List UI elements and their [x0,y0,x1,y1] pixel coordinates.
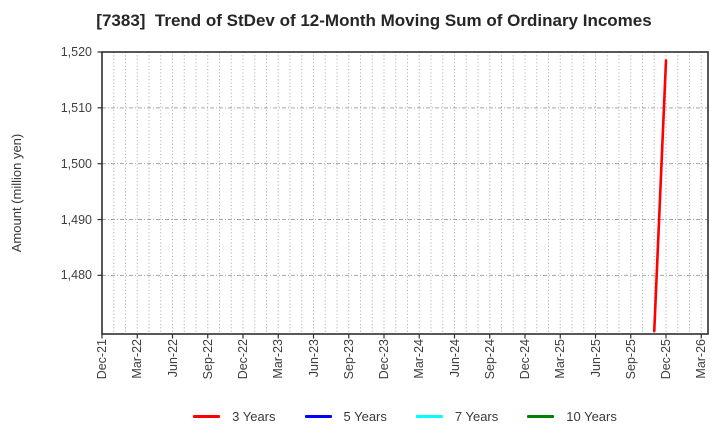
legend-line-7-years [415,414,443,418]
legend-label-10-years: 10 Years [566,408,617,424]
legend-item-7-years: 7 Years [415,408,499,424]
legend-line-10-years [527,414,555,418]
x-tick-label: Dec-24 [518,339,532,380]
x-tick-label: Jun-24 [447,339,462,378]
legend: 3 Years 5 Years 7 Years 10 Years [102,406,708,426]
x-tick-label: Dec-25 [659,339,673,380]
x-tick-label: Sep-25 [623,339,638,380]
legend-item-3-years: 3 Years [193,408,276,424]
y-tick-label: 1,520 [60,45,92,59]
legend-label-7-years: 7 Years [454,408,499,424]
legend-label-3-years: 3 Years [232,408,276,424]
y-tick-label: 1,490 [60,212,92,227]
x-tick-label: Jun-22 [165,339,180,378]
chart-title: [7383] Trend of StDev of 12-Month Moving… [96,11,652,30]
x-tick-label: Sep-24 [482,339,497,380]
axes-frame [101,51,709,335]
legend-item-10-years: 10 Years [527,409,617,424]
x-tick-label: Jun-23 [306,339,321,378]
legend-line-3-years [193,414,221,418]
x-tick-label: Mar-25 [553,339,568,379]
x-tick-label: Mar-26 [694,339,709,379]
legend-line-5-years [304,414,332,418]
y-tick-label: 1,500 [60,156,92,171]
y-tick-label: 1,510 [60,100,92,115]
y-tick-label: 1,480 [60,268,92,283]
x-tick-label: Dec-23 [377,339,391,380]
x-tick-label: Mar-22 [130,339,145,379]
x-tick-label: Dec-22 [236,339,250,380]
legend-item-5-years: 5 Years [304,408,387,424]
x-tick-label: Mar-23 [271,339,286,379]
x-tick-label: Sep-23 [341,339,356,380]
legend-label-5-years: 5 Years [343,408,387,424]
x-tick-label: Dec-21 [95,339,109,380]
series-line-3-years [652,59,668,333]
x-tick-label: Sep-22 [200,339,215,380]
x-tick-label: Jun-25 [588,339,603,378]
x-tick-label: Mar-24 [412,339,427,379]
